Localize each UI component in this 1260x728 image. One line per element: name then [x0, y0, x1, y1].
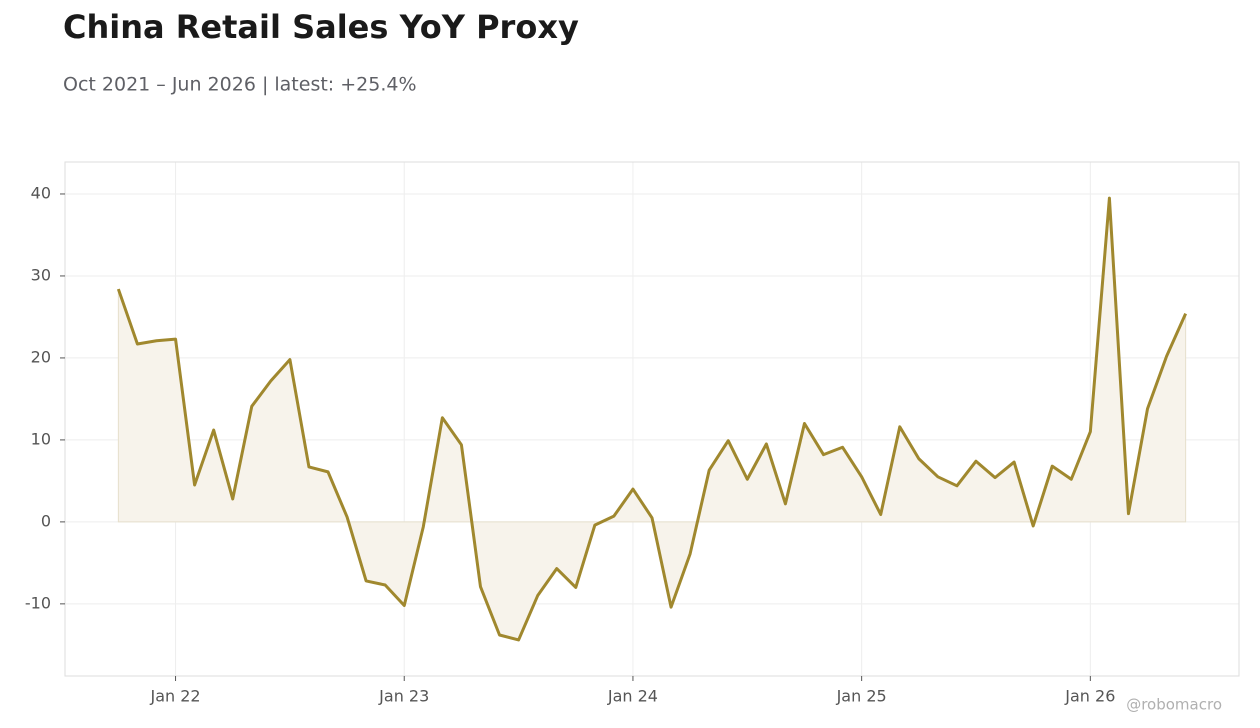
y-tick-label: 40 — [31, 183, 51, 202]
chart-subtitle: Oct 2021 – Jun 2026 | latest: +25.4% — [63, 74, 417, 96]
y-tick-label: 20 — [31, 347, 51, 366]
x-tick-label: Jan 25 — [836, 687, 887, 706]
x-tick-label: Jan 26 — [1064, 687, 1115, 706]
y-tick-label: 0 — [41, 511, 51, 530]
series-line — [116, 196, 1188, 642]
area-fill — [117, 198, 1187, 641]
y-tick-label: -10 — [25, 593, 51, 612]
x-tick-label: Jan 22 — [149, 687, 200, 706]
chart-title: China Retail Sales YoY Proxy — [63, 8, 579, 46]
watermark: @robomacro — [1126, 696, 1222, 714]
x-tick-label: Jan 23 — [378, 687, 429, 706]
plot-frame — [64, 161, 1240, 677]
y-tick-label: 30 — [31, 265, 51, 284]
y-tick-label: 10 — [31, 429, 51, 448]
x-tick-label: Jan 24 — [607, 687, 658, 706]
